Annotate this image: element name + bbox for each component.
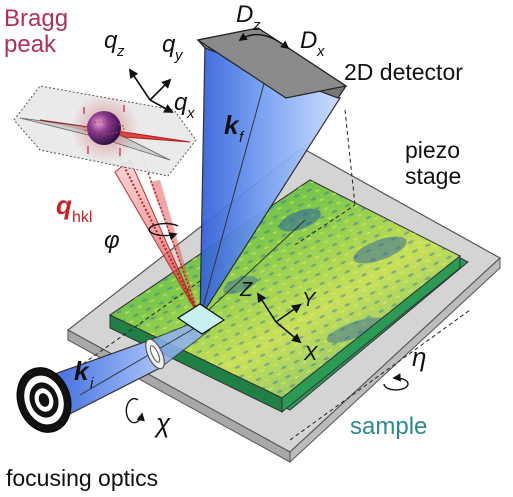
optics-label: focusing optics — [6, 465, 158, 491]
sample-axes — [256, 292, 302, 344]
chi-rotation-arrow — [125, 397, 145, 424]
svg-text:i: i — [90, 375, 94, 392]
beam-footprint — [176, 303, 226, 335]
sample-label: sample — [350, 413, 427, 440]
ki-label: k i — [74, 356, 94, 392]
svg-text:x: x — [316, 43, 325, 60]
svg-text:q: q — [56, 190, 72, 220]
dz-label: D z — [236, 1, 261, 34]
axis-y-label: Y — [302, 289, 317, 311]
chi-label: χ — [154, 408, 171, 438]
construction-lines — [59, 109, 471, 441]
svg-text:q: q — [174, 89, 188, 116]
dx-label: D x — [300, 27, 325, 60]
svg-text:D: D — [300, 27, 317, 54]
detector-panel — [196, 27, 348, 99]
qx-label: q x — [174, 89, 195, 122]
optics-rings — [16, 367, 72, 433]
svg-text:k: k — [224, 110, 240, 140]
kf-label: k f — [224, 110, 245, 146]
detector-label: 2D detector — [344, 59, 463, 85]
phi-label: φ — [104, 227, 120, 254]
qhkl-beam — [109, 137, 201, 319]
piezo-label-line2: stage — [405, 163, 461, 189]
bragg-label-line1: Bragg — [4, 5, 68, 32]
eta-label: η — [412, 342, 426, 372]
svg-text:q: q — [104, 27, 118, 54]
bragg-peak-inset — [13, 85, 197, 177]
eta-rotation-arrow — [383, 373, 409, 391]
svg-text:k: k — [74, 356, 90, 386]
piezo-label-line1: piezo — [405, 137, 460, 163]
axis-x-label: X — [303, 343, 318, 365]
svg-text:q: q — [162, 31, 176, 58]
svg-text:z: z — [116, 43, 125, 60]
q-axes — [128, 68, 174, 113]
qy-label: q y — [162, 31, 184, 64]
qhkl-label: q hkl — [56, 190, 92, 226]
svg-text:D: D — [236, 1, 253, 28]
svg-text:y: y — [174, 47, 184, 64]
sample-slab — [108, 179, 469, 414]
svg-text:hkl: hkl — [72, 209, 92, 226]
bragg-label-line2: peak — [4, 31, 57, 58]
svg-text:z: z — [252, 17, 261, 34]
axis-z-label: Z — [239, 279, 253, 301]
qz-label: q z — [104, 27, 125, 60]
svg-text:x: x — [186, 105, 195, 122]
svg-text:f: f — [239, 129, 245, 146]
